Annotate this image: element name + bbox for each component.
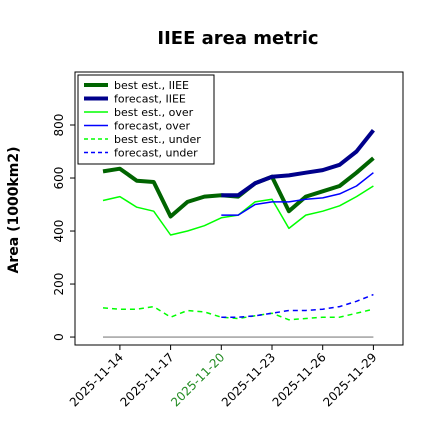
series-layer xyxy=(102,129,375,338)
x-axis: 2025-11-142025-11-172025-11-202025-11-23… xyxy=(67,345,380,409)
y-axis-label: Area (1000km2) xyxy=(6,147,22,274)
series-line-2 xyxy=(221,129,375,198)
series-line-5 xyxy=(102,305,374,321)
series-line-4 xyxy=(221,172,374,216)
legend-label: best est., under xyxy=(114,133,201,146)
y-tick-label: 0 xyxy=(52,333,66,341)
chart-title: IIEE area metric xyxy=(157,28,318,49)
legend-label: forecast, under xyxy=(114,147,198,160)
legend-label: best est., over xyxy=(114,106,194,119)
y-tick-label: 200 xyxy=(52,273,66,296)
y-tick-label: 600 xyxy=(52,167,66,190)
y-tick-label: 800 xyxy=(52,114,66,137)
y-axis: 0 200 400 600 800 xyxy=(52,114,75,341)
y-tick-label: 400 xyxy=(52,220,66,243)
plot-frame xyxy=(74,71,404,346)
x-tick-label: 2025-11-29 xyxy=(320,350,379,409)
legend-label: best est., IIEE xyxy=(114,79,189,92)
legend-label: forecast, IIEE xyxy=(114,93,186,106)
legend-box xyxy=(77,74,215,165)
legend-label: forecast, over xyxy=(114,120,190,133)
series-line-6 xyxy=(221,293,374,318)
